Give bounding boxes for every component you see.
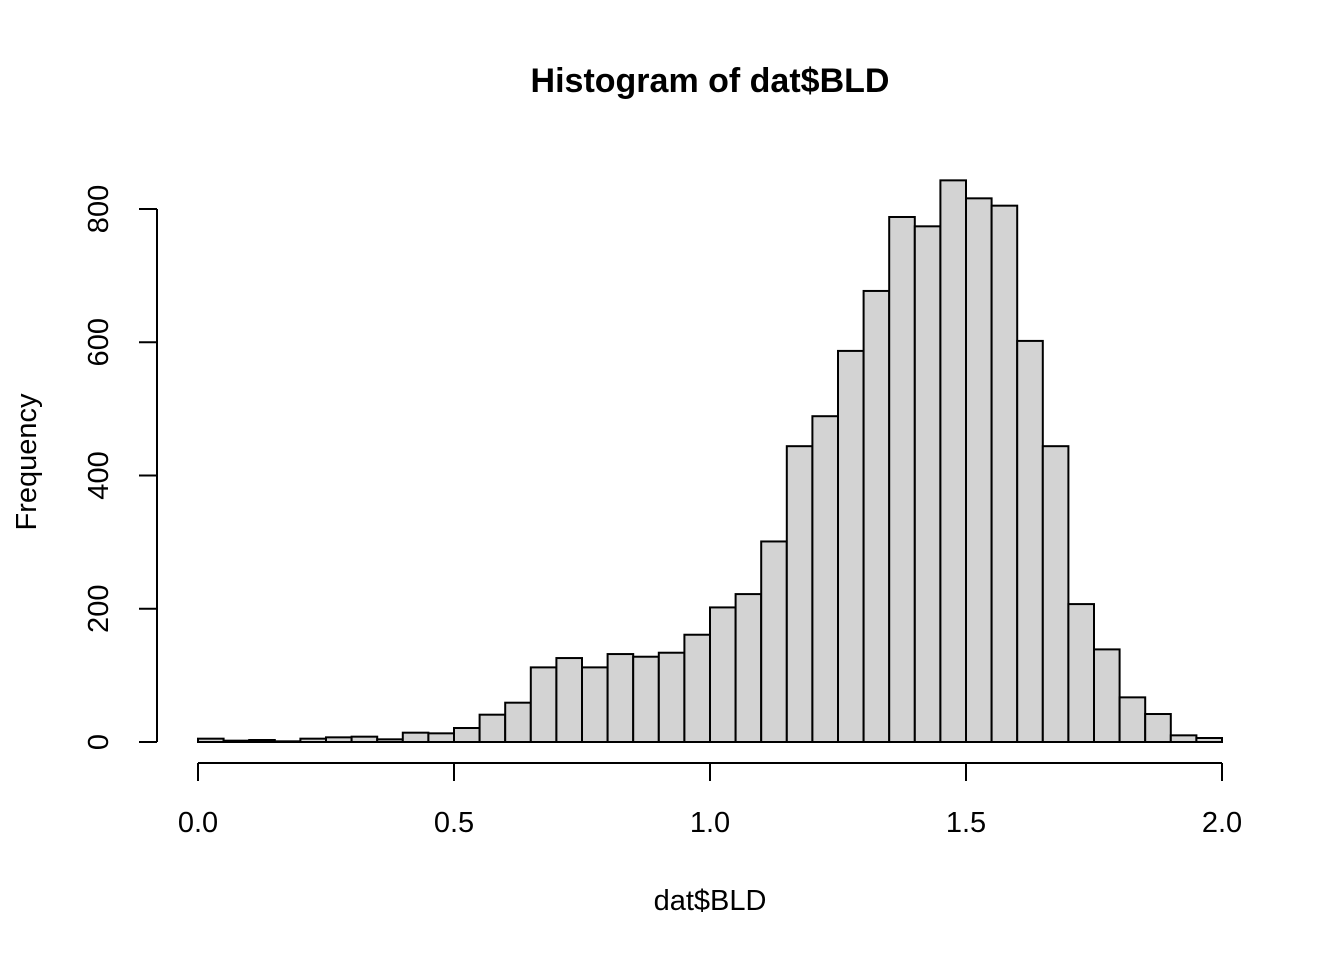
x-tick-label: 1.5 bbox=[946, 807, 986, 839]
histogram-bar bbox=[734, 593, 763, 744]
histogram-bar bbox=[606, 653, 635, 743]
histogram-bar bbox=[1093, 648, 1121, 743]
histogram-bar bbox=[555, 657, 584, 743]
histogram-bar bbox=[657, 651, 686, 743]
histogram-bar bbox=[478, 713, 507, 744]
y-axis: 0 200 400 600 800 bbox=[83, 185, 158, 750]
histogram-bar bbox=[529, 666, 558, 744]
histogram-bar bbox=[1067, 603, 1096, 743]
histogram-bar bbox=[1195, 737, 1224, 744]
histogram-bar bbox=[632, 655, 660, 743]
y-tick-label: 0 bbox=[83, 734, 115, 750]
histogram-bar bbox=[401, 731, 430, 743]
chart-title: Histogram of dat$BLD bbox=[531, 62, 890, 100]
histogram-bar bbox=[913, 225, 942, 743]
histogram-bar bbox=[325, 736, 353, 743]
histogram-bar bbox=[376, 738, 404, 744]
histogram-bar bbox=[888, 215, 916, 743]
histogram-bar bbox=[1144, 713, 1172, 744]
histogram-bar bbox=[811, 415, 840, 743]
x-tick-label: 2.0 bbox=[1202, 807, 1242, 839]
y-axis-label: Frequency bbox=[11, 393, 43, 531]
histogram-bar bbox=[504, 701, 532, 743]
histogram-bar bbox=[683, 633, 712, 744]
histogram-bar bbox=[581, 666, 609, 744]
histogram-bar bbox=[1016, 339, 1044, 743]
histogram-bar bbox=[1041, 445, 1070, 743]
x-tick-label: 0.0 bbox=[178, 807, 218, 839]
x-axis: 0.0 0.5 1.0 1.5 2.0 bbox=[178, 762, 1242, 839]
histogram-bar bbox=[785, 445, 814, 743]
histogram-bar bbox=[350, 735, 379, 743]
x-tick-label: 0.5 bbox=[434, 807, 474, 839]
y-tick-label: 600 bbox=[83, 318, 115, 366]
histogram-bar bbox=[248, 739, 276, 743]
y-tick-label: 400 bbox=[83, 451, 115, 499]
histogram-bar bbox=[760, 540, 788, 743]
histogram-bar bbox=[222, 739, 251, 743]
histogram-bar bbox=[965, 197, 993, 743]
x-axis-label: dat$BLD bbox=[654, 885, 767, 917]
histogram-bar bbox=[273, 740, 302, 743]
histogram-bar bbox=[990, 204, 1019, 743]
histogram-bar bbox=[862, 289, 891, 743]
histogram-bar bbox=[453, 727, 481, 743]
y-tick-label: 800 bbox=[83, 185, 115, 233]
histogram-bar bbox=[837, 349, 865, 743]
x-tick-label: 1.0 bbox=[690, 807, 730, 839]
y-tick-label: 200 bbox=[83, 585, 115, 633]
bars-group bbox=[197, 179, 1224, 744]
histogram-bar bbox=[299, 737, 327, 744]
histogram-bar bbox=[197, 737, 225, 744]
histogram-bar bbox=[939, 179, 968, 743]
histogram-bar bbox=[1118, 696, 1147, 744]
histogram-bar bbox=[427, 732, 455, 743]
histogram-bar bbox=[709, 606, 737, 743]
histogram-bar bbox=[1169, 734, 1198, 744]
